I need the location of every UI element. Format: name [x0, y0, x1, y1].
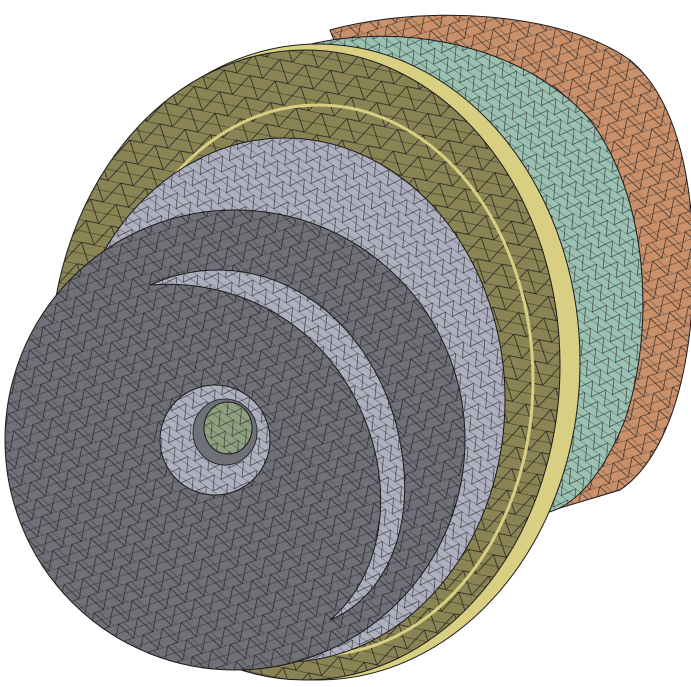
- shaft-core-mesh: [204, 402, 252, 454]
- shaft-core: [203, 401, 253, 455]
- inner-ring: [149, 269, 406, 621]
- inner-ring-mesh: [150, 270, 405, 620]
